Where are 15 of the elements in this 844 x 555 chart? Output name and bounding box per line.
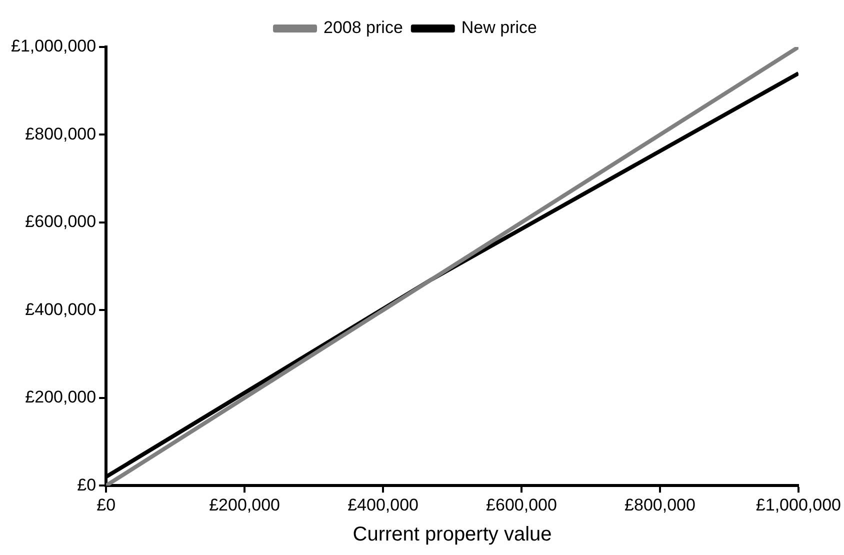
x-tick-label: £0 — [96, 495, 116, 514]
legend-label: New price — [461, 18, 537, 38]
x-tick-label: £1,000,000 — [756, 495, 842, 514]
x-tick-label: £200,000 — [209, 495, 280, 514]
x-tick-label: £400,000 — [348, 495, 418, 514]
y-tick-label: £600,000 — [25, 212, 96, 232]
x-tick-label: £600,000 — [486, 495, 557, 514]
y-tick-label: £400,000 — [25, 300, 96, 319]
legend-label: 2008 price — [324, 18, 403, 38]
y-tick-label: £800,000 — [25, 124, 96, 144]
y-tick-label: £1,000,000 — [10, 36, 96, 56]
y-tick-label: £200,000 — [25, 388, 96, 407]
x-axis-title: Current property value — [352, 524, 552, 546]
x-tick-label: £800,000 — [624, 495, 696, 514]
y-tick-label: £0 — [77, 475, 96, 494]
